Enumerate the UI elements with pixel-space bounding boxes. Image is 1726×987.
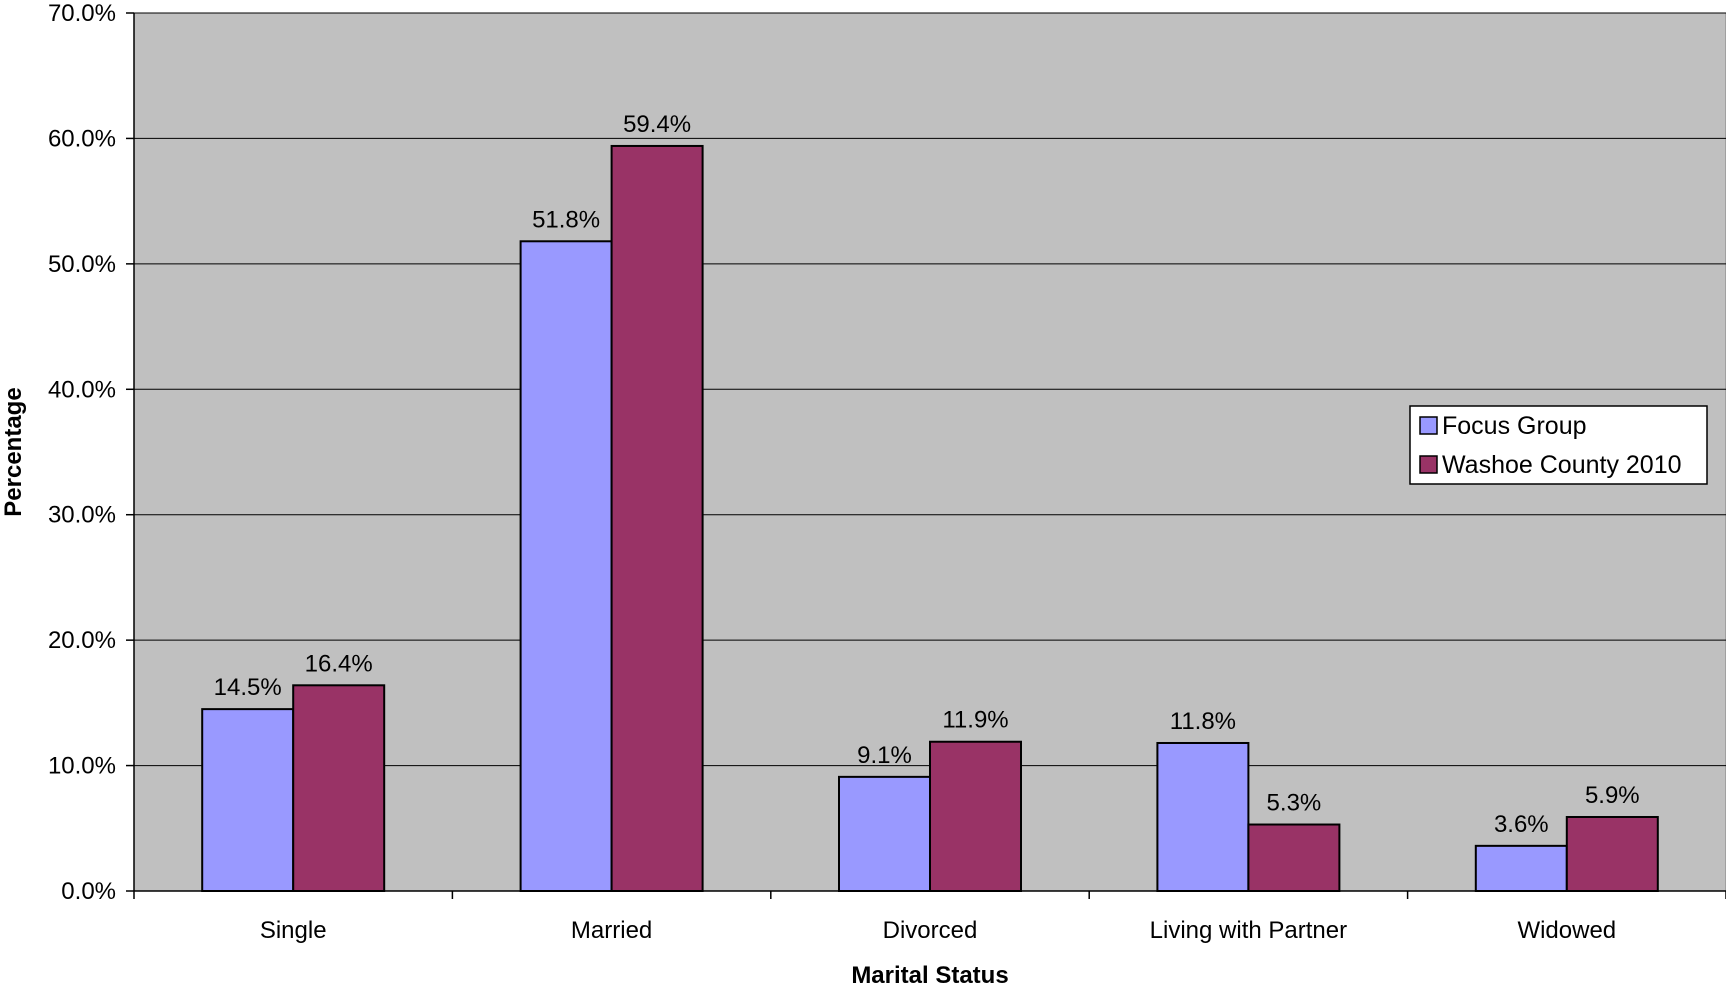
y-tick-label: 40.0% [48,376,116,403]
bar-data-label: 9.1% [857,742,912,769]
bar-data-label: 5.3% [1267,790,1322,817]
legend-label-washoe-county-2010: Washoe County 2010 [1442,451,1682,479]
bar-washoe-county-2010 [1565,815,1659,892]
y-tick-label: 10.0% [48,753,116,780]
bar-data-label: 14.5% [214,674,282,701]
bar-data-label: 3.6% [1494,811,1549,838]
legend-box [1409,405,1708,485]
legend-label-focus-group: Focus Group [1442,412,1587,440]
bars [201,144,1659,893]
bar-data-label: 11.8% [1170,708,1236,735]
bar-focus-group [519,240,613,892]
category-labels: Single Married Divorced Living with Partner… [260,917,1616,944]
x-category-label: Single [260,917,327,944]
x-category-label: Widowed [1517,917,1616,944]
x-category-label: Divorced [883,917,978,944]
bar-data-label: 5.9% [1585,782,1640,809]
bar-data-label: 59.4% [623,111,691,138]
bar-data-label: 16.4% [305,650,373,677]
x-axis [133,13,1726,899]
bar-washoe-county-2010 [292,684,386,892]
legend-swatch-focus-group [1419,416,1438,435]
y-axis-ticks: 0.0% 10.0% 20.0% 30.0% 40.0% 50.0% 60.0% 70.0% [48,0,134,905]
y-tick-label: 20.0% [48,627,116,654]
bar-data-label: 51.8% [532,206,600,233]
y-tick-label: 70.0% [48,0,116,27]
bar-washoe-county-2010 [929,740,1022,892]
bar-focus-group [1474,844,1568,892]
bar-data-label: 11.9% [942,707,1008,734]
x-axis-title: Marital Status [851,962,1008,987]
y-tick-label: 0.0% [61,878,116,905]
bar-focus-group [838,775,931,892]
data-labels: 14.5% 16.4% 51.8% 59.4% 9.1% 11.9% 11.8% 5.3% 3.… [214,111,1640,838]
x-category-label: Living with Partner [1150,917,1347,944]
bar-washoe-county-2010 [610,144,704,892]
y-tick-label: 60.0% [48,125,116,152]
y-tick-label: 50.0% [48,251,116,278]
bar-focus-group [201,708,295,893]
y-axis-title: Percentage [0,387,27,516]
legend-swatch-washoe-county-2010 [1419,455,1438,474]
bar-washoe-county-2010 [1247,823,1341,892]
y-tick-label: 30.0% [48,502,116,529]
x-category-label: Married [571,917,652,944]
legend: Focus Group Washoe County 2010 [1409,405,1708,485]
bar-focus-group [1156,741,1250,892]
